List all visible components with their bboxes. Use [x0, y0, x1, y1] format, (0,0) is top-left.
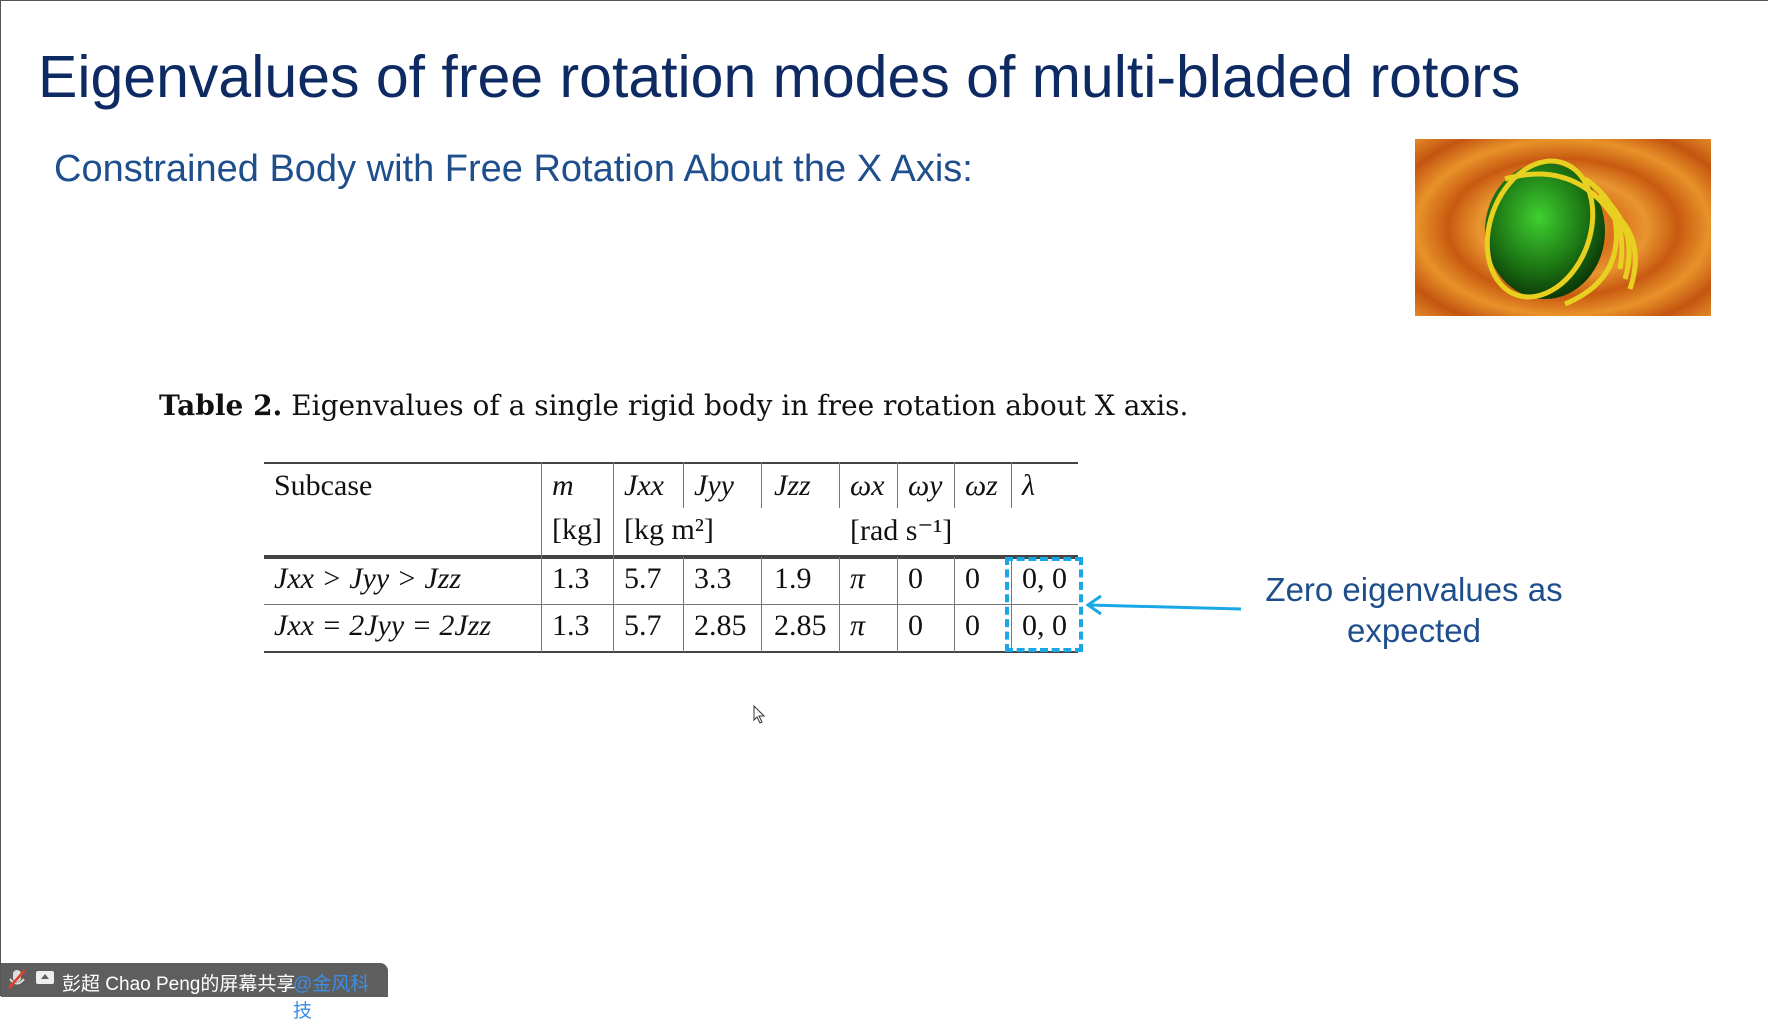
caption-text: Eigenvalues of a single rigid body in fr… — [291, 389, 1189, 422]
header-lambda: λ — [1022, 469, 1035, 502]
col-divider — [897, 462, 898, 508]
unit-kg-m2: [kg m²] — [624, 513, 714, 546]
col-divider — [761, 462, 762, 508]
slide-subtitle: Constrained Body with Free Rotation Abou… — [54, 148, 973, 190]
screen-share-bar[interactable]: 彭超 Chao Peng的屏幕共享 @金风科技 — [1, 963, 388, 1022]
annotation-text: Zero eigenvalues as expected — [1265, 571, 1563, 649]
table-top-rule — [264, 462, 1078, 464]
table-row-rule — [264, 604, 1078, 605]
unit-kg: [kg] — [552, 513, 602, 546]
row1-omega-z: 0 — [965, 562, 980, 595]
share-status-text: 彭超 Chao Peng的屏幕共享 — [62, 974, 296, 995]
row1-jyy: 3.3 — [694, 562, 732, 595]
mouse-cursor-icon — [753, 705, 766, 724]
col-divider — [613, 462, 614, 652]
col-divider — [1011, 557, 1012, 652]
col-divider — [954, 557, 955, 652]
row2-jzz: 2.85 — [774, 609, 827, 642]
row2-omega-z: 0 — [965, 609, 980, 642]
col-divider — [897, 557, 898, 652]
row2-lambda: 0, 0 — [1022, 609, 1067, 642]
row1-jzz: 1.9 — [774, 562, 812, 595]
table-header-rule — [264, 555, 1078, 559]
col-divider — [683, 462, 684, 508]
eigenvalue-table: Subcase m Jxx Jyy Jzz ωx ωy ωz λ [kg] [k… — [264, 462, 1078, 653]
rotor-image — [1415, 139, 1711, 316]
table-bottom-rule — [264, 651, 1078, 653]
col-divider — [761, 557, 762, 652]
highlight-box — [1005, 557, 1083, 652]
row2-jyy: 2.85 — [694, 609, 747, 642]
header-omega-y: ωy — [908, 469, 943, 502]
header-jyy: Jyy — [694, 469, 734, 502]
row2-subcase: Jxx = 2Jyy = 2Jzz — [274, 609, 492, 642]
row1-omega-y: 0 — [908, 562, 923, 595]
screen-share-icon[interactable] — [35, 970, 55, 994]
header-omega-z: ωz — [965, 469, 998, 502]
col-divider — [541, 462, 542, 652]
slide-title: Eigenvalues of free rotation modes of mu… — [38, 44, 1521, 110]
row1-jxx: 5.7 — [624, 562, 662, 595]
caption-label: Table 2. — [159, 389, 283, 422]
table-caption: Table 2. Eigenvalues of a single rigid b… — [159, 389, 1188, 422]
row1-lambda: 0, 0 — [1022, 562, 1067, 595]
arrow-icon — [1085, 594, 1242, 616]
col-divider — [839, 462, 840, 508]
row2-omega-x: π — [850, 609, 866, 642]
header-jzz: Jzz — [774, 469, 811, 502]
col-divider — [1011, 462, 1012, 508]
watermark-text: @金风科技 — [293, 974, 370, 1022]
col-divider — [954, 462, 955, 508]
row2-omega-y: 0 — [908, 609, 923, 642]
header-subcase: Subcase — [274, 469, 373, 502]
row2-m: 1.3 — [552, 609, 590, 642]
unit-rad-per-s: [rad s⁻¹] — [850, 514, 953, 547]
header-omega-x: ωx — [850, 469, 885, 502]
muted-mic-icon[interactable] — [7, 968, 27, 996]
row1-m: 1.3 — [552, 562, 590, 595]
col-divider — [683, 557, 684, 652]
row1-subcase: Jxx > Jyy > Jzz — [274, 562, 462, 595]
row2-jxx: 5.7 — [624, 609, 662, 642]
header-jxx: Jxx — [624, 469, 664, 502]
header-m: m — [552, 469, 574, 502]
col-divider — [839, 557, 840, 652]
row1-omega-x: π — [850, 562, 866, 595]
